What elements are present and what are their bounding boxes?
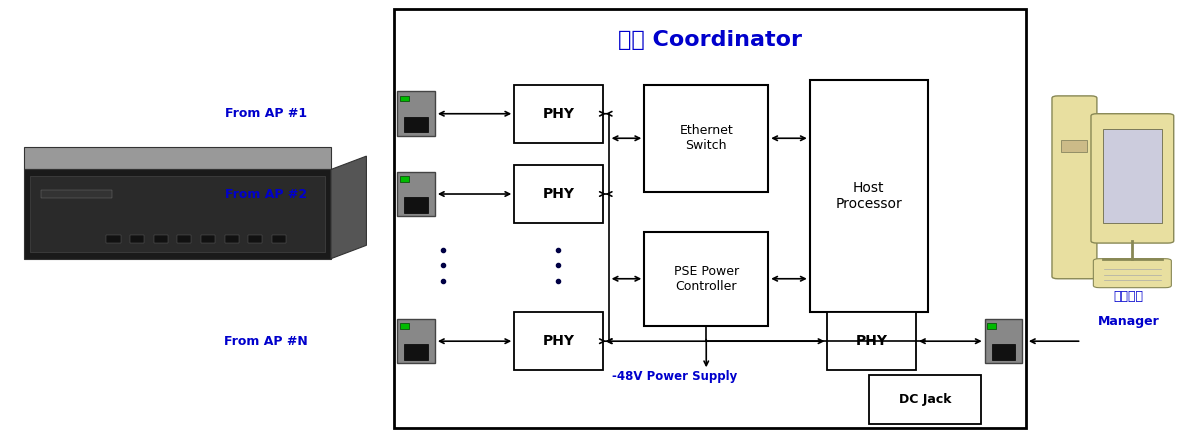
- Text: Ethernet
Switch: Ethernet Switch: [680, 124, 733, 152]
- Bar: [397, 319, 435, 363]
- Bar: [130, 235, 144, 243]
- Text: From AP #2: From AP #2: [225, 187, 307, 201]
- Text: Host
Processor: Host Processor: [836, 181, 902, 211]
- Text: From AP #1: From AP #1: [225, 107, 307, 120]
- Text: PHY: PHY: [543, 334, 574, 348]
- Bar: [827, 312, 916, 370]
- Text: PHY: PHY: [543, 187, 574, 201]
- Polygon shape: [24, 147, 331, 169]
- Text: PHY: PHY: [543, 107, 574, 121]
- Bar: [248, 235, 262, 243]
- Bar: [394, 9, 1026, 428]
- Bar: [810, 80, 928, 312]
- Bar: [985, 319, 1022, 363]
- Bar: [106, 235, 121, 243]
- Polygon shape: [331, 156, 366, 259]
- Bar: [644, 85, 768, 192]
- Text: PHY: PHY: [856, 334, 888, 348]
- Bar: [400, 323, 409, 329]
- Bar: [201, 235, 215, 243]
- Bar: [30, 176, 325, 252]
- Bar: [272, 235, 286, 243]
- Bar: [404, 117, 428, 132]
- Bar: [992, 344, 1015, 360]
- Bar: [404, 197, 428, 213]
- Bar: [1103, 129, 1162, 223]
- Text: Manager: Manager: [1098, 314, 1160, 328]
- Bar: [1061, 140, 1087, 152]
- Bar: [644, 232, 768, 326]
- Text: 유선 Coordinator: 유선 Coordinator: [618, 30, 801, 50]
- Bar: [154, 235, 168, 243]
- Bar: [400, 176, 409, 182]
- Bar: [400, 96, 409, 101]
- Text: 위치관리: 위치관리: [1113, 290, 1144, 303]
- Text: -48V Power Supply: -48V Power Supply: [612, 370, 738, 384]
- Bar: [869, 375, 981, 424]
- Bar: [41, 190, 112, 198]
- Bar: [514, 85, 603, 143]
- Bar: [397, 172, 435, 216]
- Bar: [404, 344, 428, 360]
- Bar: [987, 323, 996, 329]
- FancyBboxPatch shape: [1091, 114, 1174, 243]
- FancyBboxPatch shape: [1052, 96, 1097, 279]
- Bar: [397, 91, 435, 136]
- Bar: [177, 235, 191, 243]
- Text: DC Jack: DC Jack: [898, 392, 952, 406]
- Text: From AP #N: From AP #N: [225, 334, 307, 348]
- Text: PSE Power
Controller: PSE Power Controller: [674, 265, 739, 293]
- Bar: [225, 235, 239, 243]
- Polygon shape: [24, 169, 331, 259]
- Bar: [514, 165, 603, 223]
- Bar: [514, 312, 603, 370]
- FancyBboxPatch shape: [1093, 259, 1171, 288]
